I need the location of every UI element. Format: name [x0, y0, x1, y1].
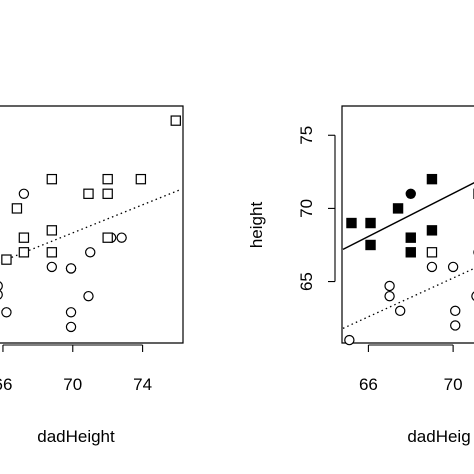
left-panel-frame [0, 105, 184, 344]
right-point-square [426, 247, 438, 258]
left-point-circle [65, 307, 77, 318]
left-point-square [170, 115, 181, 126]
right-point-square [365, 239, 376, 251]
right-point-square [392, 203, 404, 214]
left-point-square [46, 225, 58, 236]
left-point-square [1, 254, 12, 265]
right-point-circle [471, 291, 474, 301]
right-point-circle [426, 261, 438, 273]
left-point-square [102, 232, 113, 243]
right-point-square [426, 225, 438, 236]
left-point-circle [85, 247, 96, 258]
right-point-circle [344, 334, 355, 346]
left-point-square [11, 203, 23, 214]
left-point-square [18, 247, 30, 258]
left-x-axis: 66 70 74 [0, 344, 152, 394]
left-x-tick-label: 66 [0, 375, 12, 394]
right-fit-lines [342, 181, 474, 329]
left-point-square [102, 173, 113, 185]
right-y-tick-label: 65 [297, 272, 316, 291]
left-point-square [46, 173, 58, 185]
right-y-tick-label: 70 [297, 199, 316, 218]
right-point-square [346, 217, 357, 229]
left-point-square [18, 232, 30, 243]
left-point-circle [46, 261, 58, 273]
right-point-circle [384, 280, 395, 292]
right-point-square [426, 173, 438, 185]
left-x-tick-label: 74 [133, 375, 152, 394]
right-point-circle [384, 290, 395, 302]
right-y-tick-label: 75 [297, 126, 316, 145]
right-point-square [365, 217, 376, 229]
right-x-tick-label: 70 [444, 375, 463, 394]
left-point-square [135, 173, 147, 185]
right-point-square [405, 247, 416, 258]
right-panel-frame [341, 105, 474, 344]
right-point-square [405, 232, 416, 243]
right-point-circle [405, 188, 416, 199]
left-point-circle [116, 232, 127, 243]
left-point-circle [18, 188, 30, 199]
left-point-circle [1, 307, 12, 318]
left-point-circle [0, 281, 3, 291]
left-point-circle [65, 263, 77, 274]
right-point-circle [450, 305, 461, 317]
left-points [0, 115, 181, 333]
left-point-circle [0, 290, 3, 300]
right-axes: 66 70 65 70 75 [297, 126, 463, 394]
left-x-tick-label: 70 [63, 375, 82, 394]
right-point-circle [394, 305, 406, 317]
left-point-circle [65, 321, 77, 333]
right-fit-line-solid [342, 181, 474, 251]
left-point-square [46, 247, 58, 258]
left-point-square [83, 188, 94, 199]
left-x-axis-label: dadHeight [37, 427, 115, 446]
right-point-circle [447, 261, 459, 273]
right-points [344, 173, 474, 346]
right-point-circle [450, 320, 461, 331]
right-y-axis-label: height [247, 202, 266, 249]
left-point-circle [83, 290, 94, 302]
right-x-axis-label: dadHeig [407, 427, 470, 446]
left-point-square [102, 188, 113, 199]
right-fit-line-dotted [342, 267, 474, 329]
right-x-tick-label: 66 [359, 375, 378, 394]
